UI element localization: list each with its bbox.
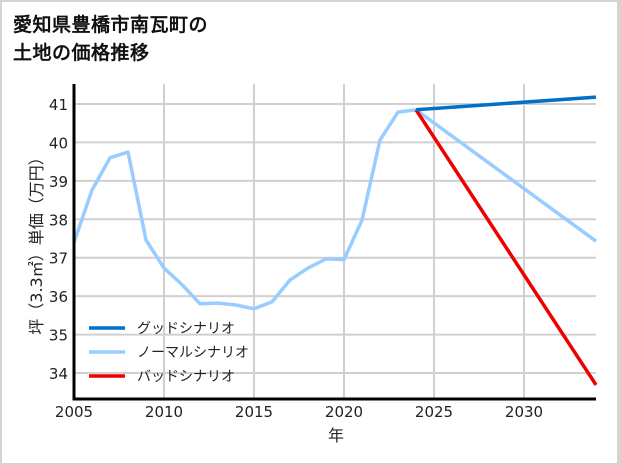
series-line	[415, 95, 597, 112]
y-tick-label: 36	[49, 288, 68, 306]
y-tick-label: 41	[49, 96, 68, 114]
legend-label: グッドシナリオ	[137, 321, 235, 337]
y-tick-label: 34	[49, 365, 68, 383]
x-tick-label: 2030	[505, 403, 543, 421]
x-tick-label: 2010	[145, 403, 183, 421]
chart-title: 愛知県豊橋市南瓦町の 土地の価格推移	[13, 11, 208, 67]
data-series	[72, 95, 598, 386]
x-tick-label: 2015	[235, 403, 273, 421]
tick-labels: 34 35 36 37 38 39 40 41 2005 2010 2015 2020 2025 2030	[49, 96, 543, 421]
y-tick-label: 37	[49, 250, 68, 268]
chart-title-line2: 土地の価格推移	[13, 42, 150, 64]
x-tick-label: 2005	[55, 403, 93, 421]
y-tick-label: 40	[49, 134, 68, 152]
x-axis-label: 年	[328, 426, 344, 445]
legend-label: ノーマルシナリオ	[137, 345, 249, 361]
y-tick-label: 38	[49, 211, 68, 229]
y-tick-label: 35	[49, 327, 68, 345]
series-line	[72, 108, 598, 311]
chart-title-line1: 愛知県豊橋市南瓦町の	[13, 14, 209, 36]
x-tick-label: 2020	[325, 403, 363, 421]
y-tick-label: 39	[49, 173, 68, 191]
series-line	[414, 108, 598, 386]
axes	[72, 84, 596, 401]
x-tick-label: 2025	[415, 403, 453, 421]
y-axis-label: 坪（3.3㎡）単価（万円）	[27, 149, 46, 334]
legend-label: バッドシナリオ	[137, 369, 235, 385]
